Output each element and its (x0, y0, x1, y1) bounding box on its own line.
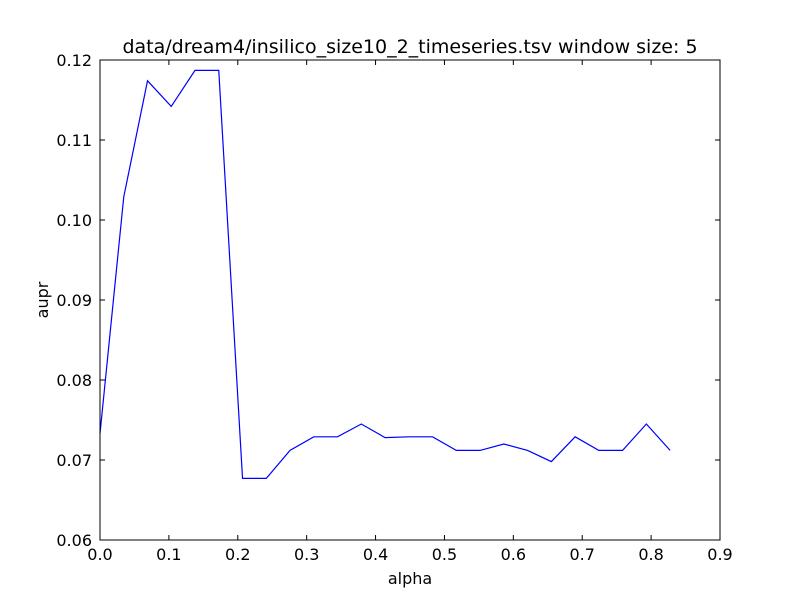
y-axis-label: aupr (33, 281, 52, 318)
y-tick-label: 0.06 (56, 531, 92, 550)
series-line (99, 69, 671, 479)
x-axis-ticks: 0.0 0.1 0.2 0.3 0.4 0.5 0.6 0.7 0.8 0.9 (87, 60, 733, 564)
x-tick-label: 0.1 (156, 545, 181, 564)
x-axis-label: alpha (388, 569, 432, 588)
x-tick-label: 0.3 (294, 545, 319, 564)
x-tick-label: 0.5 (432, 545, 457, 564)
x-tick-label: 0.6 (501, 545, 526, 564)
y-tick-label: 0.12 (56, 51, 92, 70)
y-tick-label: 0.07 (56, 451, 92, 470)
x-tick-label: 0.2 (225, 545, 250, 564)
y-tick-label: 0.10 (56, 211, 92, 230)
x-tick-label: 0.8 (638, 545, 663, 564)
y-tick-label: 0.11 (56, 131, 92, 150)
x-tick-label: 0.9 (707, 545, 732, 564)
plot-area (99, 69, 671, 479)
chart-title: data/dream4/insilico_size10_2_timeseries… (122, 36, 697, 58)
x-tick-label: 0.0 (87, 545, 112, 564)
y-tick-label: 0.09 (56, 291, 92, 310)
y-tick-label: 0.08 (56, 371, 92, 390)
y-axis-ticks: 0.06 0.07 0.08 0.09 0.10 0.11 0.12 (56, 51, 720, 550)
x-tick-label: 0.4 (363, 545, 388, 564)
x-tick-label: 0.7 (569, 545, 594, 564)
